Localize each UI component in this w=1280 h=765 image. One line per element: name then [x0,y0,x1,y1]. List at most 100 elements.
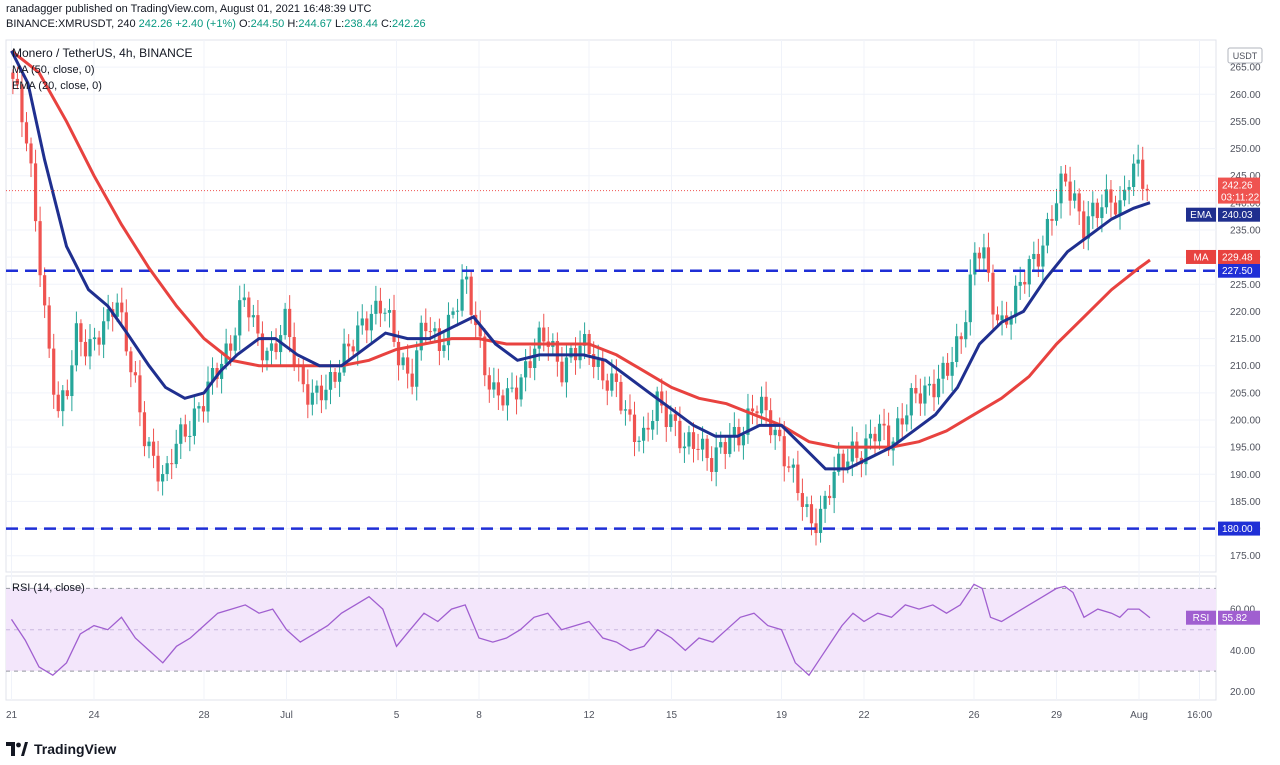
candle-body [138,375,142,413]
candle-body [673,414,677,421]
y-tick-label: 255.00 [1230,117,1261,128]
candle-body [183,424,187,437]
candle-body [70,365,74,397]
high-value: 244.67 [298,18,332,30]
candle-body [723,442,727,454]
candle-body [52,348,56,395]
last-price-label: 242.26 [1222,181,1253,192]
ma-50-line [10,49,1151,449]
candle-body [374,300,378,314]
candle-body [828,495,832,499]
y-tick-label: 210.00 [1230,361,1261,372]
y-tick-label: 240.00 [1230,198,1261,209]
candle-body [991,272,995,315]
candle-body [569,347,573,358]
x-tick-label: 26 [968,710,980,721]
candle-body [1122,189,1127,201]
candle-body [419,322,423,351]
candle-body [623,409,628,411]
open-label: O: [238,18,251,30]
candle-body [787,466,791,468]
candle-body [310,392,314,405]
candle-body [369,313,373,331]
ema-20-line [10,50,1151,471]
x-tick-label: 24 [88,710,100,721]
candle-body [288,308,292,338]
candle-body [809,504,814,524]
candle-body [578,345,582,361]
candle-body [24,122,29,144]
open-value: 244.50 [250,18,285,30]
price-change: +2.40 (+1%) [175,18,236,30]
candle-body [905,415,909,425]
low-label: L: [335,18,345,30]
x-tick-label: Jul [280,710,293,721]
candle-body [1014,285,1018,317]
candle-body [201,406,206,412]
candle-body [555,340,559,362]
candle-body [982,247,986,259]
candle-body [950,361,954,376]
candle-body [1082,211,1086,239]
candle-body [1059,173,1063,204]
candle-body [47,305,51,349]
candle-body [396,341,401,366]
candle-body [1045,218,1050,246]
candle-body [174,443,178,465]
candle-body [1041,245,1045,267]
candle-body [524,361,528,378]
candle-body [592,354,596,367]
candle-body [669,414,673,428]
candle-body [687,432,691,447]
candle-body [655,391,659,422]
x-tick-label: 21 [6,710,18,721]
candle-body [710,458,714,472]
rsi-name-label: RSI [1193,613,1210,624]
published-line: ranadagger published on TradingView.com,… [6,2,426,17]
candle-body [97,337,101,345]
y-tick-label: 265.00 [1230,63,1261,74]
candle-body [678,420,682,449]
price-chart[interactable]: 175.00 180.00 185.00 190.00 195.00 200.00 205.… [0,38,1280,738]
y-tick-label: 260.00 [1230,90,1261,101]
candle-body [514,387,519,400]
candle-body [496,382,500,396]
candle-body [406,357,410,374]
candle-body [415,350,419,387]
candle-body [88,339,92,357]
candle-body [15,78,20,85]
y-tick-label: 185.00 [1230,497,1261,508]
candle-body [351,346,355,352]
legend-ema: EMA (20, close, 0) [12,80,102,92]
candle-body [197,406,201,409]
close-label: C: [380,18,392,30]
candle-body [1036,253,1040,267]
candle-body [896,418,900,442]
y-tick-label: 215.00 [1230,334,1261,345]
candle-body [746,408,750,435]
y-tick-label: 205.00 [1230,388,1261,399]
candle-body [1113,202,1118,215]
candle-body [1145,188,1149,191]
candle-body [932,383,936,398]
candle-body [1032,253,1036,260]
candle-body [728,436,732,454]
ema-price-label: 240.03 [1222,210,1253,221]
candle-body [955,336,959,362]
x-tick-label: Aug [1130,710,1148,721]
candle-body [383,312,387,314]
candle-body [528,361,532,368]
candle-body [887,425,891,451]
candle-body [759,396,764,414]
support-price-label: 227.50 [1222,266,1253,277]
candle-body [1063,173,1068,182]
x-tick-label: 15 [666,710,678,721]
candle-body [1104,189,1109,208]
candle-body [964,322,968,340]
candle-body [483,336,487,376]
last-price: 242.26 [138,18,173,30]
ma-name-label: MA [1194,252,1209,263]
candle-body [601,359,605,381]
tradingview-brand: TradingView [6,741,116,757]
candle-body [732,426,736,437]
